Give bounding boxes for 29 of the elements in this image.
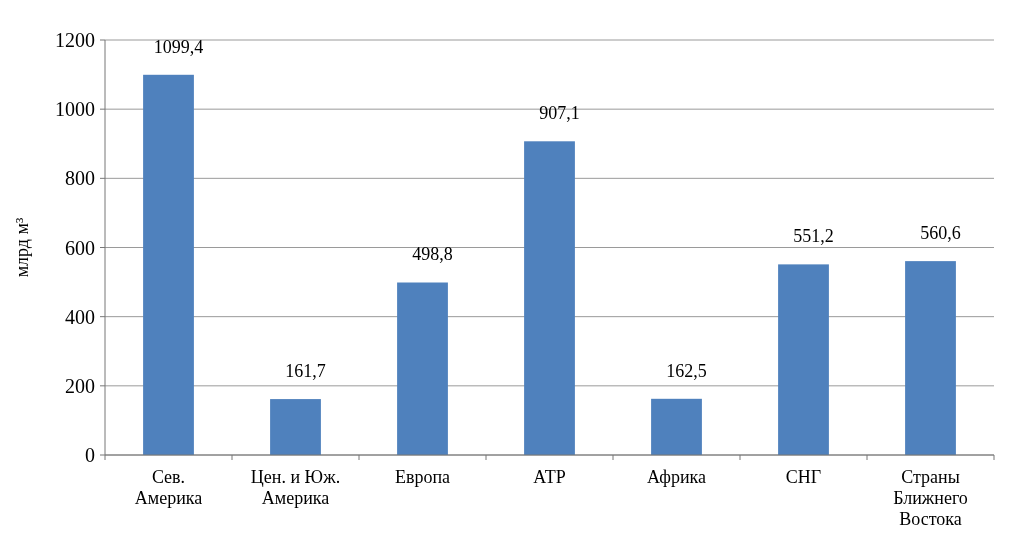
y-tick-label: 0 <box>85 444 95 466</box>
x-tick-label: АТР <box>533 467 566 487</box>
y-tick-label: 400 <box>65 305 95 328</box>
data-label: 498,8 <box>412 244 453 265</box>
y-axis-title: млрд м³ <box>12 217 32 278</box>
x-tick-label: Страны Ближнего Востока <box>893 467 968 529</box>
bar <box>143 74 194 455</box>
data-label: 162,5 <box>666 360 707 381</box>
data-label: 161,7 <box>285 361 326 382</box>
x-tick-label: Цен. и Юж. Америка <box>250 467 341 508</box>
bar <box>524 141 575 455</box>
data-label: 1099,4 <box>153 36 204 57</box>
data-label: 560,6 <box>920 223 961 244</box>
bar <box>651 398 702 455</box>
data-label: 551,2 <box>793 226 834 247</box>
x-tick-label: Сев. Америка <box>134 467 203 508</box>
y-tick-label: 800 <box>65 167 95 190</box>
y-tick-label: 600 <box>65 236 95 259</box>
x-tick-label: СНГ <box>785 467 822 487</box>
bar <box>270 399 321 455</box>
x-tick-label: Европа <box>394 467 451 487</box>
bar <box>778 264 829 455</box>
y-tick-label: 1000 <box>55 98 95 121</box>
bar <box>905 261 956 455</box>
y-tick-label: 200 <box>65 374 95 397</box>
bar <box>397 282 448 455</box>
x-tick-label: Африка <box>646 467 707 487</box>
y-tick-label: 1200 <box>55 29 95 51</box>
data-label: 907,1 <box>539 103 580 124</box>
